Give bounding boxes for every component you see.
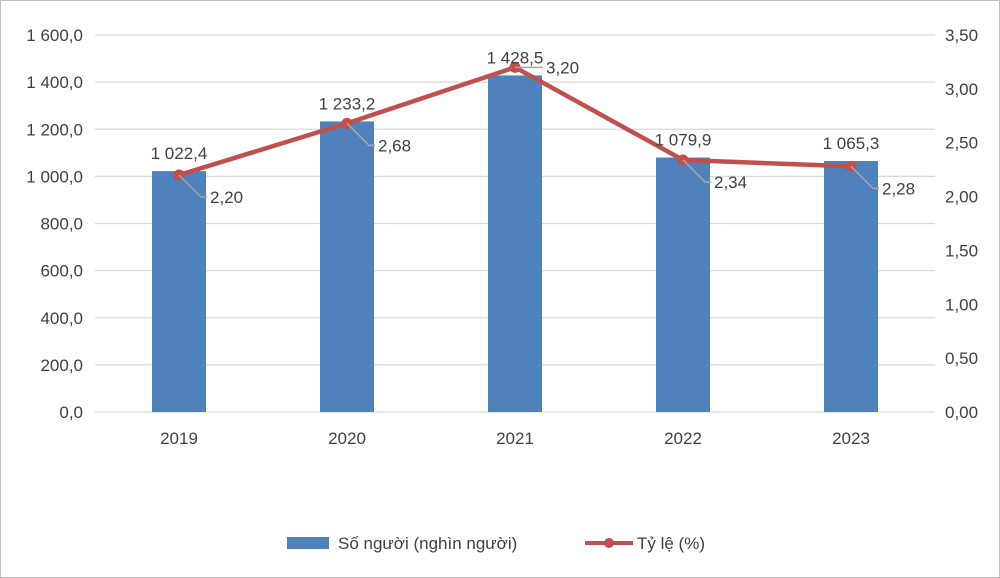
left-axis-tick-label: 1 400,0 <box>26 73 83 92</box>
right-axis-tick-label: 0,00 <box>945 403 978 422</box>
left-axis-tick-label: 200,0 <box>40 356 83 375</box>
legend-swatch-bar <box>287 537 329 549</box>
left-axis-tick-label: 400,0 <box>40 309 83 328</box>
x-axis-tick-label: 2020 <box>328 429 366 448</box>
right-axis-tick-label: 3,00 <box>945 80 978 99</box>
left-axis-tick-label: 1 200,0 <box>26 120 83 139</box>
x-axis-tick-label: 2022 <box>664 429 702 448</box>
leader-line <box>850 165 879 190</box>
left-axis-tick-label: 600,0 <box>40 262 83 281</box>
bar <box>152 171 206 412</box>
legend: Số người (nghìn người) Tỷ lệ (%) <box>287 534 705 553</box>
x-axis-tick-label: 2019 <box>160 429 198 448</box>
left-axis-tick-label: 800,0 <box>40 215 83 234</box>
x-axis-tick-label: 2021 <box>496 429 534 448</box>
left-axis-tick-label: 1 000,0 <box>26 167 83 186</box>
left-axis-tick-label: 1 600,0 <box>26 26 83 45</box>
right-axis-tick-label: 1,50 <box>945 241 978 260</box>
line-data-label: 3,20 <box>546 58 579 77</box>
leader-line <box>682 159 711 183</box>
right-axis-tick-label: 2,00 <box>945 188 978 207</box>
bar-data-label: 1 079,9 <box>655 131 712 150</box>
bar-data-label: 1 233,2 <box>319 94 376 113</box>
right-axis-tick-label: 0,50 <box>945 349 978 368</box>
line-data-label: 2,68 <box>378 136 411 155</box>
bar-data-label: 1 065,3 <box>823 134 880 153</box>
left-axis-tick-label: 0,0 <box>59 403 83 422</box>
bar <box>824 160 878 412</box>
right-axis-tick-label: 1,00 <box>945 295 978 314</box>
bar <box>320 121 374 412</box>
bar-data-label: 1 428,5 <box>487 48 544 67</box>
right-axis-tick-label: 3,50 <box>945 26 978 45</box>
legend-label-line: Tỷ lệ (%) <box>637 534 705 553</box>
bar <box>656 157 710 412</box>
legend-label-bar: Số người (nghìn người) <box>338 534 517 553</box>
bar <box>488 75 542 412</box>
right-axis-tick-label: 2,50 <box>945 134 978 153</box>
legend-marker <box>604 538 614 548</box>
line-data-label: 2,28 <box>882 179 915 198</box>
bar-data-label: 1 022,4 <box>151 144 208 163</box>
leader-line <box>178 174 207 198</box>
leader-line <box>346 122 375 147</box>
line-data-label: 2,34 <box>714 173 747 192</box>
x-axis-tick-label: 2023 <box>832 429 870 448</box>
line-data-label: 2,20 <box>210 188 243 207</box>
